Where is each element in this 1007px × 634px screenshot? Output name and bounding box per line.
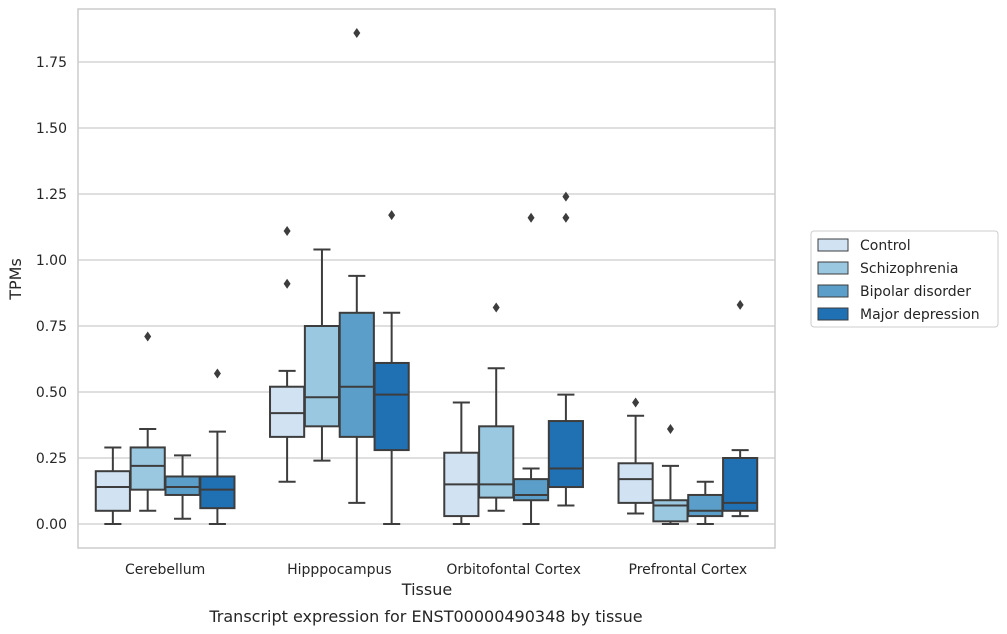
legend-swatch	[817, 284, 849, 298]
box-0-0	[94, 446, 131, 525]
box-iqr	[164, 475, 201, 496]
chart-caption: Transcript expression for ENST0000049034…	[208, 607, 642, 626]
box-2-2	[512, 212, 550, 525]
legend-frame	[810, 230, 999, 328]
box-3-2	[547, 191, 584, 507]
outlier-point	[144, 331, 152, 342]
box-0-3	[617, 397, 654, 515]
box-iqr	[269, 385, 306, 438]
box-1-3	[652, 423, 689, 525]
box-iqr	[373, 361, 410, 452]
box-iqr	[199, 475, 236, 510]
box-1-0	[129, 331, 166, 512]
legend: Control Schizophrenia Bipolar disorder Majo…	[810, 230, 999, 328]
legend-label: Bipolar disorder	[860, 284, 971, 300]
box-iqr	[652, 499, 689, 523]
box-2-0	[164, 454, 201, 520]
outlier-point	[492, 302, 500, 313]
box-iqr	[478, 425, 515, 499]
y-tick-label: 1.50	[36, 121, 67, 137]
outlier-point	[388, 210, 396, 221]
box-iqr	[129, 446, 166, 491]
outlier-point	[666, 423, 674, 434]
outlier-point	[283, 278, 291, 289]
y-axis-ticks: 0.00 0.25 0.50 0.75 1.00 1.25 1.50 1.75	[36, 55, 67, 533]
box-iqr	[338, 311, 375, 438]
outlier-point	[736, 299, 744, 310]
outlier-point	[353, 27, 361, 38]
legend-swatch	[817, 261, 849, 275]
box-0-1	[269, 225, 306, 483]
boxes	[94, 27, 759, 525]
outlier-point	[562, 191, 570, 202]
x-tick-label: Prefrontal Cortex	[629, 562, 748, 578]
x-tick-label: Cerebellum	[125, 562, 205, 578]
y-tick-label: 0.00	[36, 517, 67, 533]
legend-swatch	[817, 238, 849, 252]
outlier-point	[527, 212, 535, 223]
outlier-point	[283, 225, 291, 236]
box-1-1	[303, 248, 341, 462]
box-iqr	[303, 325, 341, 428]
y-tick-label: 0.50	[36, 385, 67, 401]
box-3-0	[199, 368, 236, 525]
box-iqr	[617, 462, 654, 504]
y-tick-label: 0.75	[36, 319, 67, 335]
x-axis-label: Tissue	[401, 580, 452, 599]
legend-label: Major depression	[860, 307, 980, 323]
legend-label: Control	[860, 238, 911, 254]
box-iqr	[512, 478, 550, 502]
box-iqr	[687, 493, 724, 518]
box-3-3	[722, 299, 759, 518]
box-2-1	[338, 27, 375, 504]
legend-swatch	[817, 307, 849, 321]
outlier-point	[562, 212, 570, 223]
box-iqr	[547, 420, 584, 489]
y-tick-label: 1.25	[36, 187, 67, 203]
box-2-3	[687, 480, 724, 525]
plot-border	[77, 8, 776, 549]
box-3-1	[373, 210, 410, 525]
grid	[78, 61, 775, 525]
y-axis-label: TPMs	[6, 258, 25, 301]
plot-frame	[77, 8, 776, 549]
outlier-point	[632, 397, 640, 408]
x-tick-label: Orbitofontal Cortex	[446, 562, 581, 578]
x-axis-ticks: Cerebellum Hipppocampus Orbitofontal Corte…	[125, 562, 747, 578]
box-0-2	[443, 401, 480, 525]
y-tick-label: 1.75	[36, 55, 67, 71]
box-iqr	[94, 470, 131, 512]
box-1-2	[478, 302, 515, 512]
y-tick-label: 1.00	[36, 253, 67, 269]
outlier-point	[213, 368, 221, 379]
y-tick-label: 0.25	[36, 451, 67, 467]
x-tick-label: Hipppocampus	[287, 562, 392, 578]
legend-label: Schizophrenia	[860, 261, 958, 277]
